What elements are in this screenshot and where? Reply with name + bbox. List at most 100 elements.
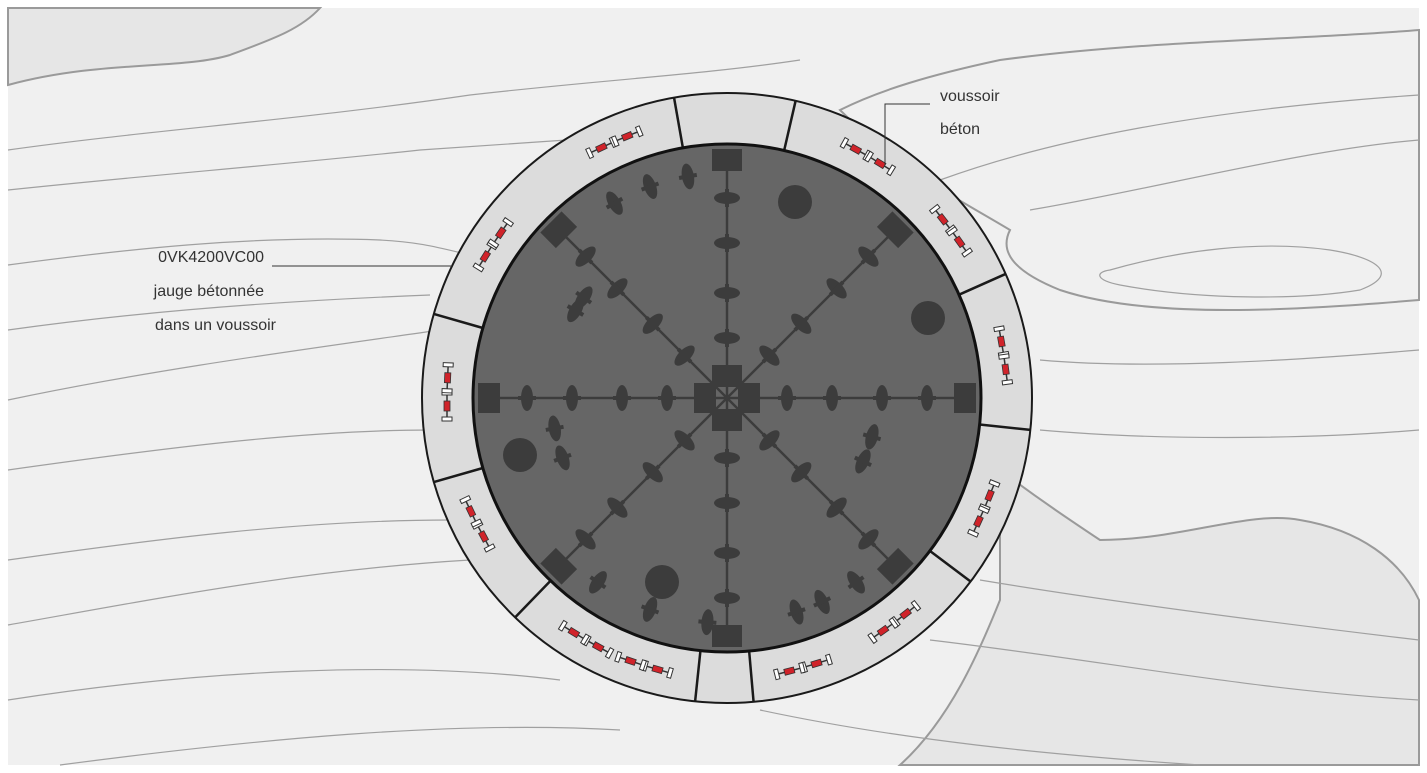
disc-cutter-icon — [678, 163, 698, 190]
gauge-anchor — [666, 666, 674, 679]
gauge-anchor — [824, 653, 833, 666]
gauge-sensor — [479, 250, 492, 263]
gauge-anchor — [585, 147, 595, 160]
disc-cutter-axle — [860, 248, 877, 265]
disc-cutter-icon — [778, 385, 796, 411]
disc-cutter-axle — [575, 290, 593, 305]
gauge-anchor — [487, 238, 500, 249]
disc-cutter-icon — [698, 609, 717, 636]
segment-joints — [433, 97, 1031, 702]
cutterhead-tools — [478, 149, 976, 647]
gauge-group — [441, 125, 1014, 681]
disc-cutter-axle — [589, 575, 607, 590]
disc-cutter-icon — [674, 345, 695, 366]
gauge-sensor — [783, 666, 796, 676]
disc-cutter-icon — [714, 544, 740, 562]
disc-cutter-axle — [828, 499, 845, 516]
disc-cutter-icon — [553, 445, 572, 471]
disc-cutter-icon — [518, 385, 536, 411]
gauge-anchor — [604, 647, 615, 660]
scraper-icon — [738, 383, 760, 413]
gauge-anchor — [946, 226, 958, 237]
disc-cutter-icon — [607, 497, 628, 518]
disc-cutter-axle — [860, 531, 877, 548]
segment-joint-2 — [958, 272, 1007, 296]
disc-cutter-icon — [642, 313, 663, 334]
gauge-label-type: jauge bétonnée — [153, 283, 264, 300]
scraper-icon — [540, 547, 578, 585]
segment-label-line1: voussoir — [940, 88, 1000, 105]
disc-cutter-icon — [858, 246, 879, 267]
disc-cutter-axle — [761, 347, 778, 364]
gauge-anchor — [1001, 379, 1014, 386]
scraper-icon — [712, 409, 742, 431]
disc-cutter-axle — [563, 396, 581, 400]
disc-cutter-icon — [714, 494, 740, 512]
gauge-sensor — [973, 515, 984, 528]
gauge-anchor — [610, 135, 620, 148]
disc-cutter-icon — [791, 462, 812, 483]
disc-cutter-axle — [609, 499, 626, 516]
disc-cutter-icon — [787, 599, 806, 625]
disc-cutter-icon — [613, 385, 631, 411]
strain-gauge-icon — [772, 661, 806, 681]
gauge-sensor — [997, 335, 1006, 348]
scraper-icon — [712, 625, 742, 647]
gauge-anchor — [928, 203, 941, 215]
scraper-icon — [876, 211, 914, 249]
gauge-sensor — [876, 624, 890, 637]
disc-cutter-icon — [714, 589, 740, 607]
strain-gauge-icon — [614, 650, 648, 672]
segment-label-line2: béton — [940, 121, 980, 138]
gauge-sensor — [936, 212, 949, 226]
segment-joint-4 — [929, 549, 972, 583]
gauge-anchor — [888, 617, 899, 629]
gauge-anchor — [993, 325, 1005, 333]
disc-cutter-axle — [566, 304, 585, 317]
gauge-anchor — [483, 543, 496, 553]
strain-gauge-icon — [946, 226, 974, 258]
disc-cutter-icon — [853, 449, 872, 474]
disc-cutter-axle — [644, 315, 661, 332]
disc-cutter-axle — [761, 432, 778, 449]
disc-cutter-icon — [607, 278, 628, 299]
disc-cutter-icon — [658, 385, 676, 411]
gauge-sensor — [651, 664, 664, 675]
gauge-sensor — [494, 226, 507, 240]
scraper-icon — [712, 149, 742, 171]
disc-cutter-icon — [826, 497, 847, 518]
disc-cutter-icon — [714, 329, 740, 347]
muck-opening-icon — [778, 185, 812, 219]
gauge-sensor — [624, 656, 637, 666]
segment-joint-1 — [782, 100, 797, 151]
gauge-sensor — [984, 489, 995, 502]
disc-cutter-axle — [605, 196, 624, 210]
gauge-sensor — [443, 400, 451, 412]
gauge-anchor — [867, 632, 878, 645]
disc-cutter-axle — [823, 396, 841, 400]
gauge-sensor — [443, 372, 452, 384]
disc-cutter-icon — [858, 529, 879, 550]
gauge-sensor — [595, 142, 608, 153]
disc-cutter-icon — [826, 278, 847, 299]
disc-cutter-icon — [575, 246, 596, 267]
disc-cutter-icon — [714, 284, 740, 302]
disc-cutter-icon — [813, 589, 832, 614]
disc-cutter-axle — [847, 575, 865, 590]
gauge-sensor — [620, 131, 634, 142]
disc-cutter-axle — [725, 189, 729, 207]
gauge-anchor — [502, 216, 515, 228]
gauge-sensor — [953, 235, 966, 249]
segment-joint-7 — [514, 579, 552, 619]
disc-cutter-axle — [725, 329, 729, 347]
strain-gauge-icon — [472, 240, 499, 273]
strain-gauge-icon — [864, 150, 897, 177]
gauge-sensor — [477, 530, 490, 543]
gauge-anchor — [441, 416, 453, 422]
gauge-sensor — [873, 157, 887, 170]
scraper-icon — [694, 383, 716, 413]
gauge-anchor — [634, 125, 644, 138]
disc-cutter-axle — [873, 396, 891, 400]
gauge-anchor — [967, 528, 980, 538]
scraper-icon — [478, 383, 500, 413]
